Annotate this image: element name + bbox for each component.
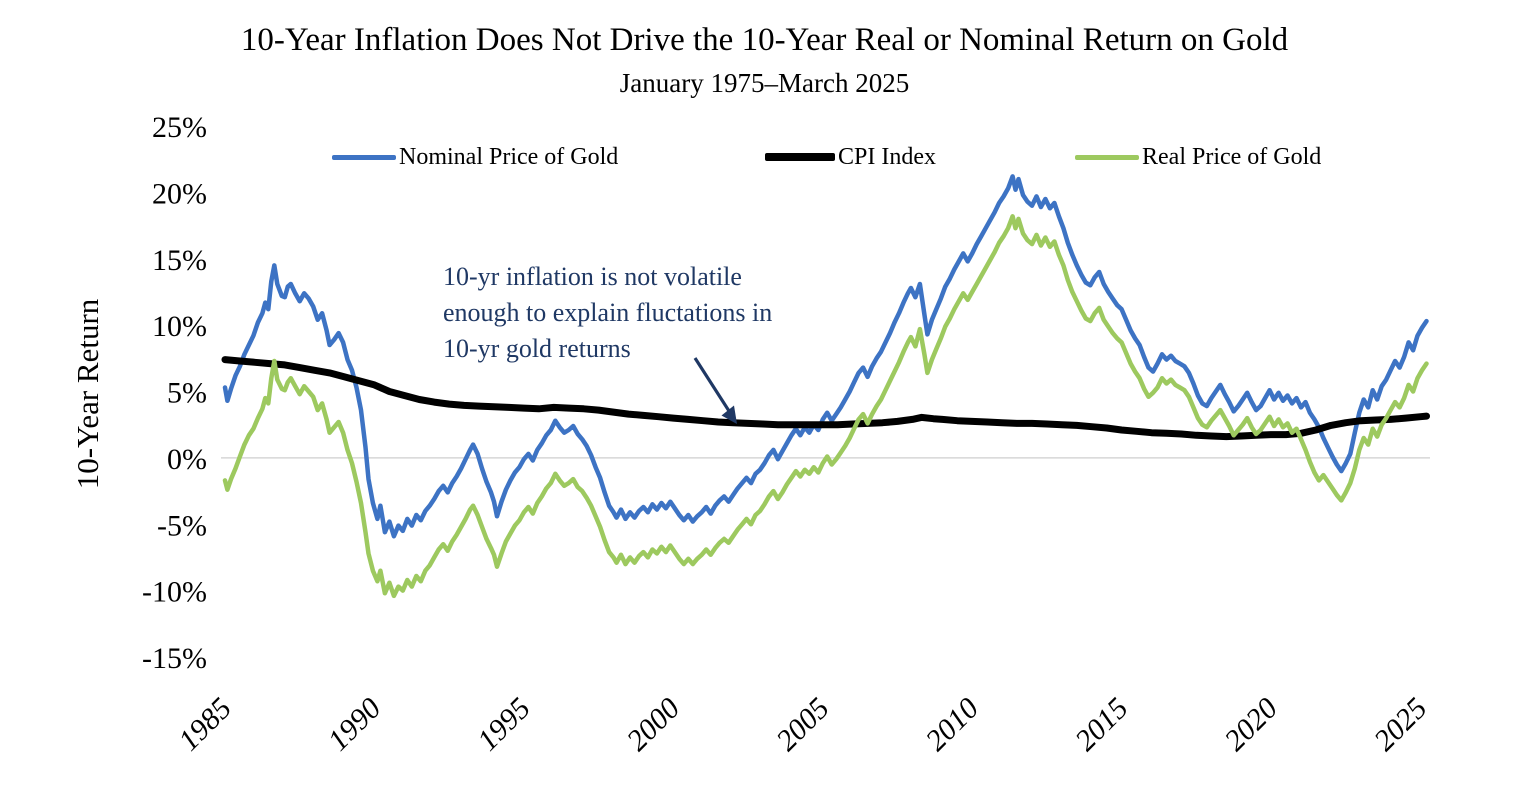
- x-tick-label: 1990: [322, 692, 388, 758]
- chart-title: 10-Year Inflation Does Not Drive the 10-…: [240, 22, 1289, 58]
- y-tick-label: 10%: [152, 310, 207, 343]
- y-tick-label: -5%: [157, 509, 207, 542]
- legend-swatch-cpi-icon: [765, 153, 835, 161]
- annotation-arrowhead-icon: [721, 405, 737, 424]
- y-tick-label: 15%: [152, 244, 207, 277]
- y-tick-label: -15%: [142, 642, 207, 675]
- x-tick-label: 1985: [172, 692, 238, 758]
- y-tick-label: 0%: [167, 443, 207, 476]
- series-line-real-price-of-gold: [222, 214, 1429, 599]
- x-tick-label: 2015: [1069, 692, 1135, 758]
- x-tick-label: 2020: [1218, 692, 1284, 758]
- y-tick-label: 20%: [152, 177, 207, 210]
- y-axis-title: 10-Year Return: [70, 298, 105, 490]
- annotation-line-3: 10-yr gold returns: [443, 334, 631, 363]
- legend-label-cpi: CPI Index: [838, 143, 936, 170]
- legend-swatch-nominal-icon: [332, 154, 396, 160]
- legend-item-nominal-price-of-gold: Nominal Price of Gold: [332, 144, 618, 170]
- annotation-line-2: enough to explain fluctations in: [443, 298, 773, 327]
- x-tick-label: 2005: [770, 692, 836, 758]
- x-tick-label: 2025: [1368, 692, 1434, 758]
- chart-subtitle: January 1975–March 2025: [619, 68, 910, 98]
- legend-swatch-real-icon: [1075, 154, 1139, 160]
- x-tick-label: 2010: [919, 692, 985, 758]
- series-line-cpi-index: [221, 356, 1430, 441]
- annotation-text: 10-yr inflation is not volatile enough t…: [443, 259, 843, 367]
- y-tick-label: -10%: [142, 576, 207, 609]
- legend-label-real: Real Price of Gold: [1142, 143, 1322, 170]
- legend-label-nominal: Nominal Price of Gold: [399, 143, 619, 170]
- annotation-line-1: 10-yr inflation is not volatile: [443, 262, 742, 291]
- x-tick-label: 2000: [621, 692, 687, 758]
- x-tick-label: 1995: [471, 692, 537, 758]
- y-tick-label: 25%: [152, 111, 207, 144]
- annotation-arrow-line: [693, 357, 731, 412]
- y-tick-label: 5%: [167, 377, 207, 410]
- legend-item-real-price-of-gold: Real Price of Gold: [1075, 144, 1321, 170]
- legend-item-cpi-index: CPI Index: [765, 144, 936, 170]
